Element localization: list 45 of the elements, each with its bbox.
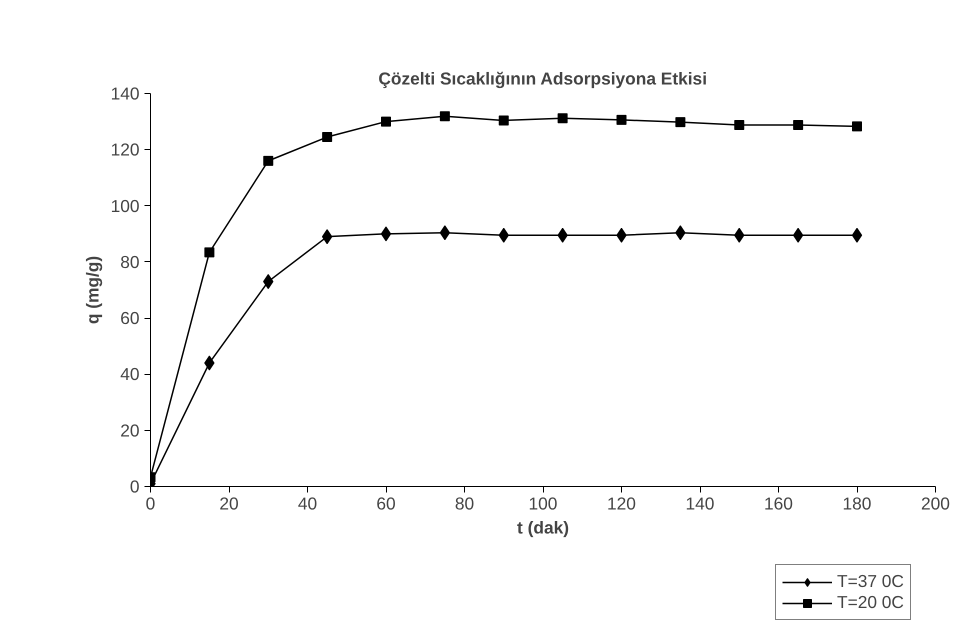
point [558,113,568,124]
point [616,228,627,243]
y-tick-label: 40 [120,364,140,384]
x-tick-label: 140 [686,494,714,514]
y-tick-label: 80 [120,252,140,272]
y-tick-label: 100 [110,196,140,216]
point [204,355,215,370]
point [440,225,450,240]
y-tick-label: 60 [120,308,140,328]
point [852,228,862,243]
x-tick-label: 100 [528,494,558,514]
point [616,114,626,125]
point [675,117,686,128]
legend-label: T=37 0C [837,571,904,592]
point [380,226,392,242]
point [793,120,804,130]
y-tick-label: 0 [130,476,140,496]
legend-label: T=20 0C [837,592,904,613]
x-axis-title: t (dak) [517,518,570,538]
chart-title: Çözelti Sıcaklığının Adsorpsiyona Etkisi [378,68,708,88]
point [263,156,274,166]
point [204,247,214,258]
y-tick-label: 120 [110,140,140,160]
x-tick-label: 40 [298,494,318,514]
x-tick-label: 80 [454,494,474,514]
y-tick-label: 140 [110,84,140,104]
x-tick-label: 200 [921,494,950,514]
x-tick-label: 60 [376,494,396,514]
point [734,120,744,130]
y-axis-title: q (mg/g) [82,256,103,324]
y-tick-label: 20 [120,420,140,440]
point [381,116,391,127]
x-tick-label: 120 [607,494,636,514]
x-tick-label: 0 [146,494,156,514]
point [675,225,686,240]
point [322,229,332,244]
point [852,121,862,132]
x-tick-label: 160 [764,494,793,514]
x-tick-label: 20 [219,494,239,514]
point [792,228,804,243]
point [498,115,509,126]
point [440,111,450,122]
point [322,132,332,142]
point [557,228,568,243]
x-tick-label: 180 [842,494,872,514]
